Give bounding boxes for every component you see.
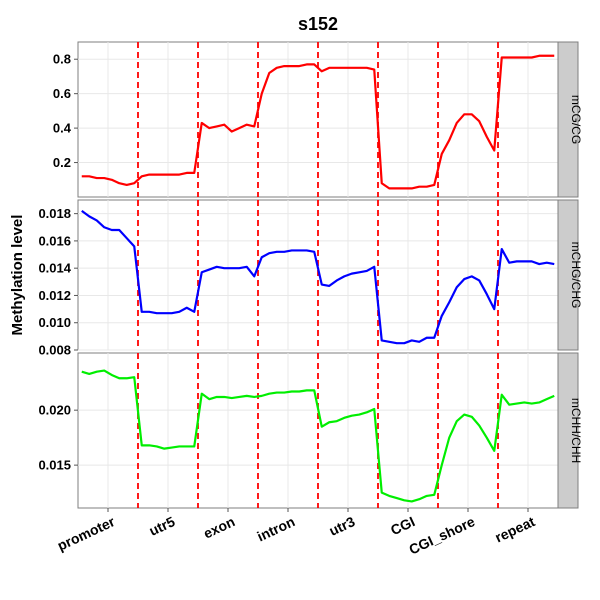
facet-strip <box>557 41 579 198</box>
y-tick-label: 0.016 <box>38 233 71 248</box>
facet-label: mCG/CG <box>569 95 583 144</box>
facet-strip <box>557 199 579 351</box>
y-tick-label: 0.010 <box>38 315 71 330</box>
y-tick-label: 0.6 <box>53 86 71 101</box>
x-tick-label: exon <box>201 513 237 541</box>
x-tick-label: intron <box>255 513 298 544</box>
y-tick-label: 0.4 <box>53 121 72 136</box>
y-tick-label: 0.020 <box>38 403 71 418</box>
x-tick-label: CGI_shore <box>406 513 477 558</box>
chart-title: s152 <box>298 14 338 34</box>
data-line <box>81 210 555 345</box>
y-tick-label: 0.008 <box>38 343 71 358</box>
y-tick-label: 0.015 <box>38 458 71 473</box>
x-tick-label: utr3 <box>327 513 358 539</box>
data-line <box>81 54 555 190</box>
y-tick-label: 0.014 <box>38 261 71 276</box>
y-tick-label: 0.012 <box>38 288 71 303</box>
x-tick-label: CGI <box>388 513 417 538</box>
y-axis-label: Methylation level <box>9 215 26 336</box>
facet-label: mCHH/CHH <box>569 398 583 463</box>
y-tick-label: 0.018 <box>38 206 71 221</box>
x-tick-label: repeat <box>492 513 537 545</box>
y-tick-label: 0.8 <box>53 52 71 67</box>
data-line <box>81 369 555 503</box>
x-tick-label: promoter <box>55 513 118 554</box>
facet-strip <box>557 352 579 509</box>
x-tick-label: utr5 <box>147 513 178 539</box>
facet-label: mCHG/CHG <box>569 242 583 309</box>
y-tick-label: 0.2 <box>53 155 71 170</box>
